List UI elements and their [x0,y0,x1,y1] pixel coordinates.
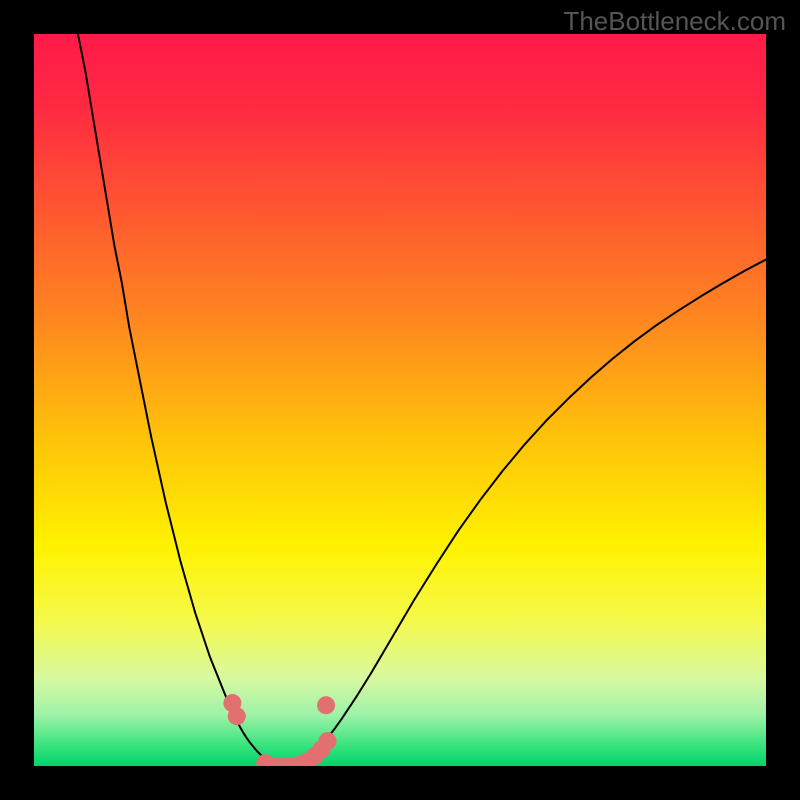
plot-area [34,34,766,766]
marker-dot [317,696,335,714]
watermark-text: TheBottleneck.com [563,6,786,37]
marker-dot [228,707,246,725]
plot-svg [34,34,766,766]
marker-dot [319,732,337,750]
